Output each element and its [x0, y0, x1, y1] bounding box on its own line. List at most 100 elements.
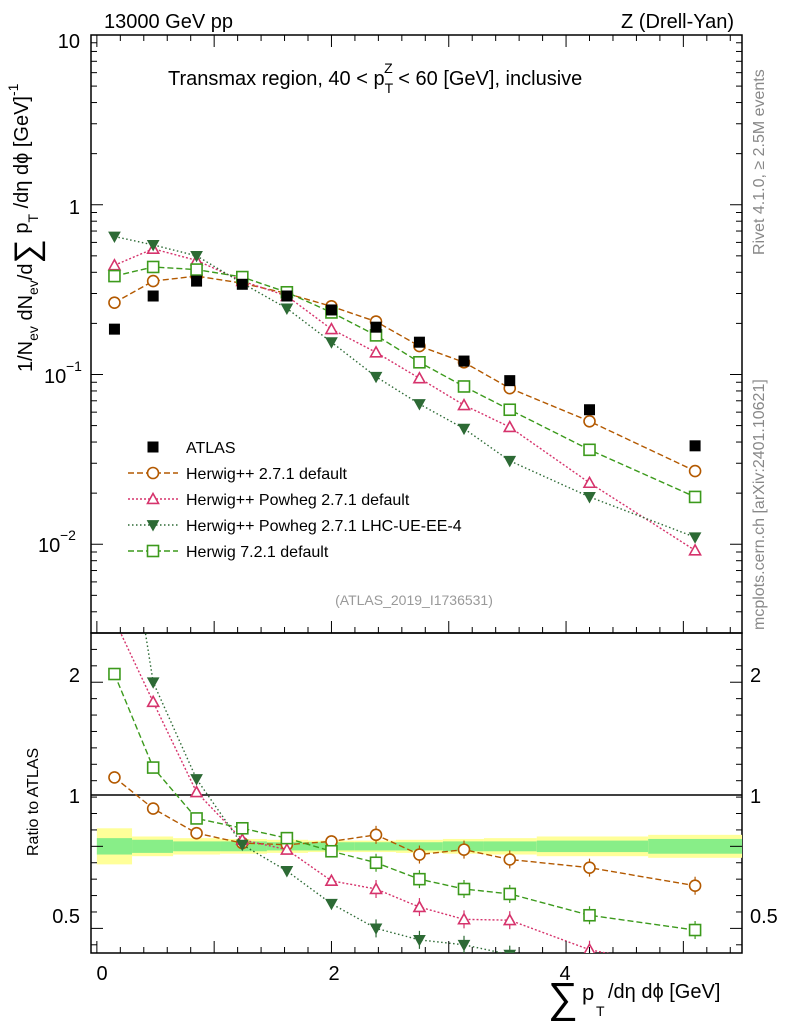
y-tick-label-0.01-base: 10 — [38, 535, 60, 557]
series-3-ratio-point — [325, 844, 338, 858]
y-tick-label-0.1-base: 10 — [44, 366, 66, 388]
main-series-layer — [107, 231, 702, 556]
series-2-line — [114, 235, 696, 538]
ratio-tick-label-1-right: 1 — [750, 786, 761, 808]
y-tick-label-0.01: 10 −2 — [38, 527, 76, 557]
series-1-ratio-point — [457, 912, 471, 925]
ratio-y-axis-label: Ratio to ATLAS — [25, 748, 42, 856]
series-2-point — [146, 240, 160, 252]
svg-text:1/Nev dNev/d∑ pT /dη dϕ [GeV]: 1/Nev dNev/d∑ pT /dη dϕ [GeV]-1 — [5, 83, 46, 372]
series-3-line — [114, 266, 696, 498]
series-3-ratio-point — [280, 831, 294, 845]
series-3-ratio-point — [108, 667, 121, 681]
series-2-ratio-point — [109, 432, 120, 442]
analysis-label: (ATLAS_2019_I1736531) — [335, 592, 493, 608]
side-label-bottom: mcplots.cern.ch [arXiv:2401.10621] — [751, 379, 768, 630]
series-0-ratio-point — [457, 843, 471, 856]
series-1-ratio-point — [502, 913, 517, 926]
series-2-ratio-point — [280, 866, 294, 878]
series-1-ratio-point — [690, 966, 701, 976]
series-1-point — [457, 397, 471, 411]
ratio-series-layer — [108, 432, 702, 976]
series-2-point — [280, 303, 294, 315]
band-inner-bin — [648, 838, 742, 854]
series-3-ratio-line — [113, 673, 696, 931]
legend-label-1: Herwig++ Powheg 2.7.1 default — [186, 492, 410, 509]
legend-item-2: Herwig++ Powheg 2.7.1 LHC-UE-EE-4 — [128, 518, 462, 535]
series-3-ratio-point — [688, 923, 702, 937]
ratio-y-ticks — [91, 648, 742, 946]
series-0-ratio-point — [583, 861, 596, 874]
series-2-ratio-line — [144, 633, 506, 953]
main-y-axis-label: 1/Nev dNev/d∑ pT /dη dϕ [GeV]-1 — [5, 83, 46, 372]
band-inner-bin — [132, 839, 174, 853]
series-3-point — [688, 490, 702, 504]
ratio-tick-label-0.5: 0.5 — [52, 906, 80, 928]
legend-item-0: Herwig++ 2.7.1 default — [128, 466, 348, 483]
series-2-point — [583, 492, 596, 504]
legend-marker-0 — [146, 466, 160, 480]
series-2-point — [413, 399, 426, 411]
series-3-point — [108, 269, 121, 283]
series-1-point — [688, 543, 702, 556]
atlas-data-point — [147, 290, 159, 302]
legend-label-2: Herwig++ Powheg 2.7.1 LHC-UE-EE-4 — [186, 518, 462, 535]
ratio-tick-label-2: 2 — [69, 665, 80, 687]
legend-item-3: Herwig 7.2.1 default — [128, 544, 329, 561]
band-inner-bin — [483, 841, 537, 852]
ratio-panel-frame — [90, 632, 743, 954]
series-3-point — [457, 380, 471, 393]
legend-label-3: Herwig 7.2.1 default — [186, 544, 329, 561]
series-3-point — [146, 260, 160, 274]
series-1-point — [412, 371, 427, 384]
series-3-point — [583, 443, 596, 457]
legend: ATLAS Herwig++ 2.7.1 default Herwig++ Powh… — [128, 440, 462, 561]
x-tick-label-2: 2 — [328, 963, 339, 985]
series-3-ratio-point — [369, 856, 383, 870]
series-1-ratio-point — [280, 842, 294, 855]
series-3-ratio-point — [583, 908, 596, 922]
band-inner-bin — [354, 842, 396, 851]
legend-marker-2 — [146, 520, 160, 532]
series-0-ratio-point — [369, 828, 383, 842]
y-tick-label-0.01-exp: −2 — [60, 527, 76, 543]
series-2-point — [503, 455, 517, 468]
atlas-data-point — [325, 304, 337, 316]
series-1-point — [369, 345, 383, 358]
atlas-data-point — [584, 404, 596, 416]
series-2-point — [457, 423, 471, 436]
ratio-tick-label-1: 1 — [69, 786, 80, 808]
series-1-point — [582, 475, 597, 489]
series-2-ratio-point — [190, 774, 203, 786]
series-1-point — [107, 258, 122, 271]
series-0-point — [108, 296, 121, 309]
series-2-ratio-point — [584, 955, 595, 965]
series-2-point — [108, 231, 121, 244]
series-0-point — [146, 274, 160, 288]
atlas-data-point — [236, 278, 248, 290]
ratio-tick-label-0.5-right: 0.5 — [750, 906, 778, 928]
series-0-ratio-point — [108, 771, 121, 784]
series-1-ratio-point — [189, 785, 204, 798]
atlas-data-point — [504, 375, 516, 387]
atlas-data-point — [370, 321, 382, 333]
header-left: 13000 GeV pp — [104, 11, 233, 33]
legend-atlas-marker — [147, 441, 159, 453]
series-0-ratio-point — [503, 853, 517, 866]
series-3-ratio-point — [503, 887, 517, 901]
band-inner-bin — [96, 838, 133, 855]
series-1-point — [324, 321, 339, 335]
x-tick-label-0: 0 — [96, 963, 107, 985]
band-inner-bin — [536, 840, 649, 853]
series-1-point — [502, 419, 517, 433]
series-0-point — [688, 464, 702, 478]
atlas-data-point — [458, 355, 470, 367]
band-inner-bin — [173, 841, 221, 852]
series-2-point — [325, 337, 338, 349]
atlas-data-point — [281, 290, 293, 302]
svg-text:/dη dϕ [GeV]: /dη dϕ [GeV] — [608, 981, 720, 1003]
series-3-point — [413, 355, 426, 369]
legend-marker-3 — [146, 544, 160, 558]
main-y-ticks — [91, 34, 742, 634]
